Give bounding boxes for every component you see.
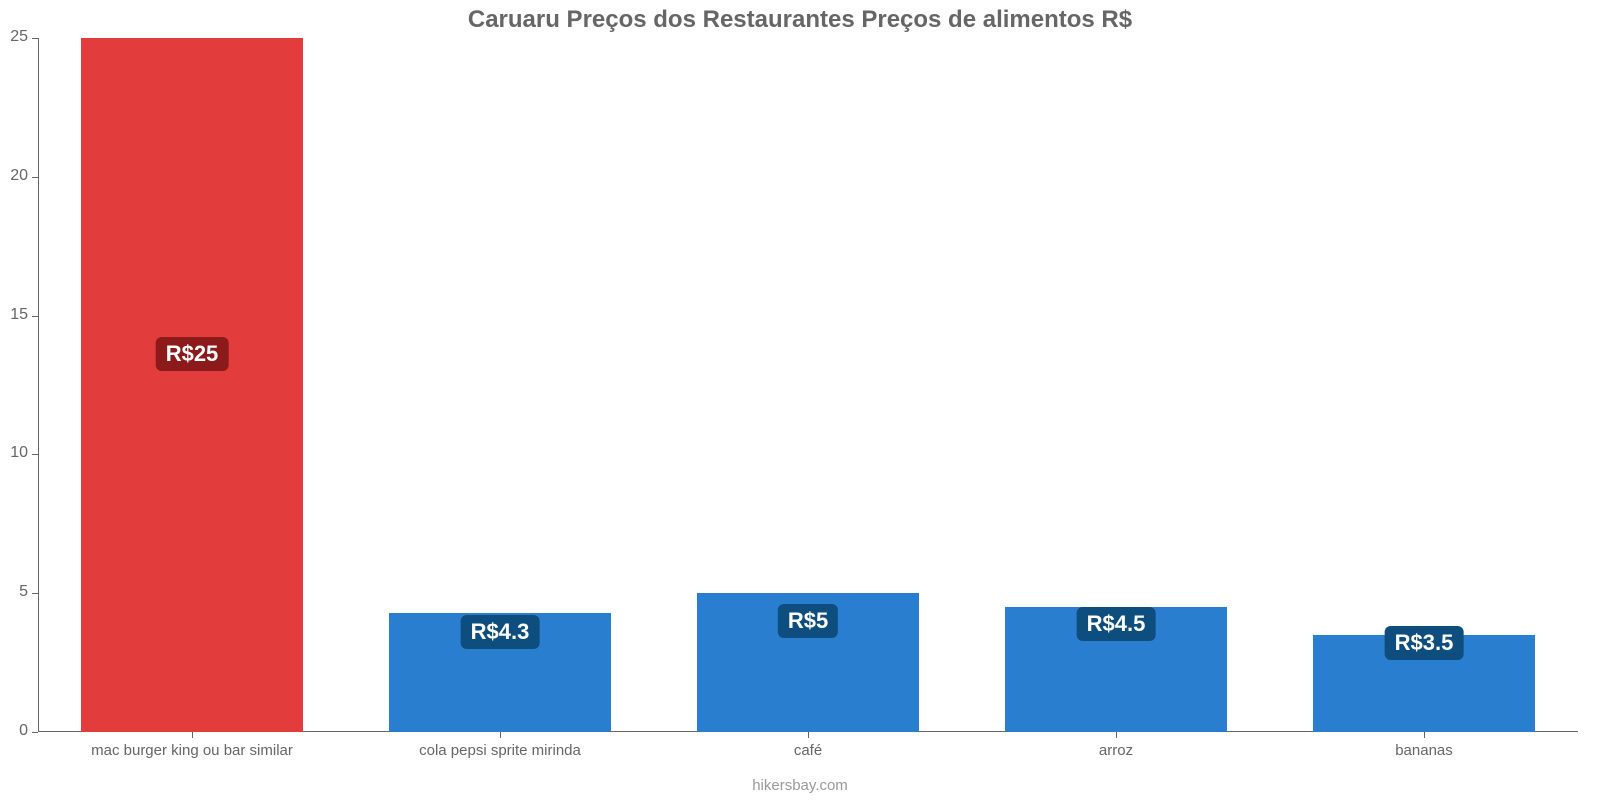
- y-tick-label: 25: [0, 28, 28, 46]
- x-tick-label: mac burger king ou bar similar: [38, 742, 346, 759]
- x-tick: [192, 732, 193, 738]
- x-tick-label: cola pepsi sprite mirinda: [346, 742, 654, 759]
- x-tick-label: bananas: [1270, 742, 1578, 759]
- value-badge: R$3.5: [1385, 626, 1464, 660]
- x-tick: [1116, 732, 1117, 738]
- y-tick-label: 0: [0, 722, 28, 740]
- x-tick: [1424, 732, 1425, 738]
- y-tick-label: 5: [0, 583, 28, 601]
- x-tick-label: café: [654, 742, 962, 759]
- y-tick: [32, 454, 38, 455]
- value-badge: R$4.5: [1077, 607, 1156, 641]
- bar: [81, 38, 303, 732]
- chart-footer: hikersbay.com: [0, 777, 1600, 794]
- y-tick: [32, 177, 38, 178]
- y-axis: [38, 38, 39, 732]
- y-tick: [32, 732, 38, 733]
- value-badge: R$25: [156, 337, 229, 371]
- y-tick-label: 15: [0, 306, 28, 324]
- y-tick-label: 20: [0, 167, 28, 185]
- y-tick: [32, 316, 38, 317]
- plot-area: 0510152025mac burger king ou bar similar…: [38, 38, 1578, 732]
- y-tick-label: 10: [0, 444, 28, 462]
- y-tick: [32, 38, 38, 39]
- x-tick: [808, 732, 809, 738]
- x-tick: [500, 732, 501, 738]
- value-badge: R$5: [778, 604, 838, 638]
- chart-title: Caruaru Preços dos Restaurantes Preços d…: [0, 0, 1600, 34]
- value-badge: R$4.3: [461, 615, 540, 649]
- price-bar-chart: Caruaru Preços dos Restaurantes Preços d…: [0, 0, 1600, 800]
- x-tick-label: arroz: [962, 742, 1270, 759]
- y-tick: [32, 593, 38, 594]
